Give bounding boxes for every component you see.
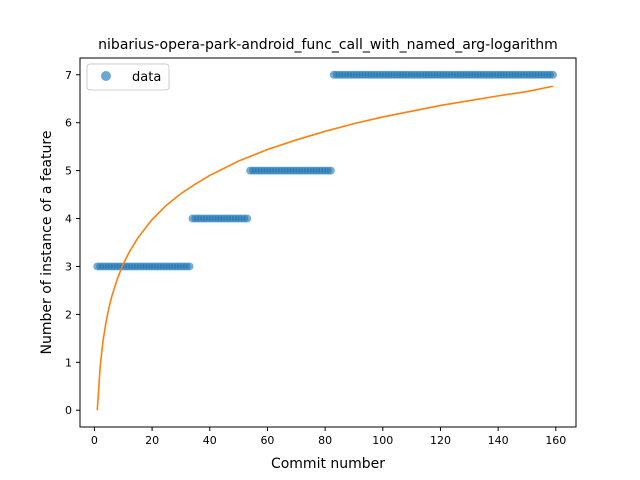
y-tick-label: 6 [65,117,72,130]
y-tick-label: 5 [65,165,72,178]
x-tick-label: 100 [372,434,393,447]
data-point [243,214,252,223]
x-axis-ticks: 0 20 40 60 80 100 120 140 160 [91,427,566,447]
data-point [185,262,194,271]
x-tick-label: 80 [318,434,332,447]
y-tick-label: 4 [65,213,72,226]
x-tick-label: 60 [260,434,274,447]
plot-series [93,70,557,411]
y-tick-label: 3 [65,260,72,273]
x-tick-label: 40 [203,434,217,447]
y-axis-ticks: 0 1 2 3 4 5 6 7 [65,69,80,417]
y-tick-label: 0 [65,404,72,417]
x-axis-label: Commit number [271,456,385,472]
x-tick-label: 140 [488,434,509,447]
data-point [326,166,335,175]
x-tick-label: 0 [91,434,98,447]
legend: data [86,63,170,91]
y-axis-label: Number of instance of a feature [39,131,55,355]
y-tick-label: 1 [65,356,72,369]
chart-title: nibarius-opera-park-android_func_call_wi… [98,37,558,53]
legend-box [86,63,170,91]
legend-label: data [132,70,161,85]
x-tick-label: 120 [430,434,451,447]
fit-line [96,85,554,411]
y-tick-label: 2 [65,308,72,321]
y-tick-label: 7 [65,69,72,82]
legend-marker [101,71,111,81]
data-point [548,70,557,79]
x-tick-label: 160 [545,434,566,447]
plot-frame [79,57,577,428]
x-tick-label: 20 [145,434,159,447]
